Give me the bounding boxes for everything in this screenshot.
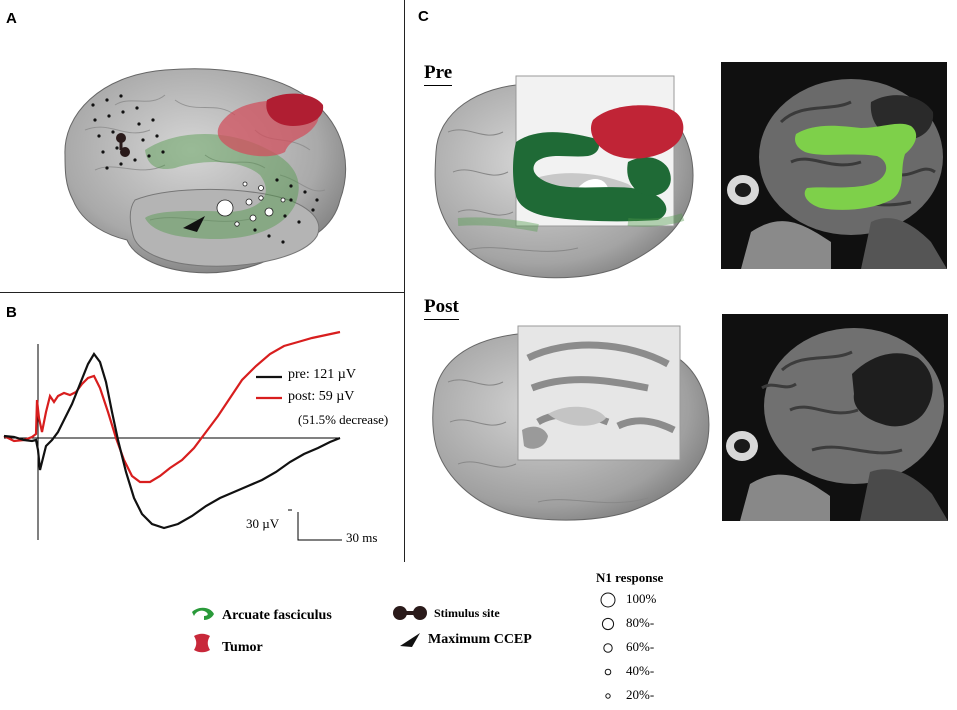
pre-mri-tract-overlay — [795, 123, 917, 210]
post-mri-image — [722, 314, 948, 521]
n1-level-label: 100% — [626, 591, 657, 606]
n1-response-title: N1 response — [596, 570, 664, 585]
n1-response-circles — [216, 181, 286, 227]
n1-level-label: 20%- — [626, 687, 655, 702]
arcuate-fasciculus-overlay — [145, 133, 299, 240]
post-3d-brain-image — [432, 325, 710, 521]
n1-level-circle — [603, 643, 613, 653]
tumor-core — [266, 93, 324, 126]
scale-bar — [297, 512, 342, 541]
vertical-divider — [404, 0, 405, 562]
n1-level-circle — [600, 592, 616, 608]
maximum-ccep-icon — [400, 633, 420, 647]
panel-label-a: A — [6, 10, 17, 27]
pre-tumor — [590, 105, 684, 159]
legend-arcuate-label: Arcuate fasciculus — [222, 608, 332, 623]
panel-label-b: B — [6, 304, 17, 321]
post-amplitude-label: post: 59 µV — [288, 389, 355, 404]
n1-level-label: 60%- — [626, 639, 655, 654]
tumor-icon — [194, 633, 210, 653]
scale-time-label: 30 ms — [346, 530, 378, 545]
n1-level-label: 40%- — [626, 663, 655, 678]
electrode-grid — [91, 94, 319, 244]
arcuate-fasciculus-icon — [192, 607, 214, 620]
post-resection-cavity — [852, 353, 933, 427]
legend-ccep-label: Maximum CCEP — [428, 632, 532, 647]
pre-3d-brain-image — [434, 75, 694, 279]
legend-stimulus-label: Stimulus site — [434, 606, 500, 620]
pre-mri-image — [721, 62, 947, 269]
panel-b-traces — [3, 330, 342, 541]
post-trace — [3, 330, 341, 484]
n1-level-circle — [601, 617, 615, 631]
panel-label-c: C — [418, 8, 429, 25]
pre-fiber-tract — [513, 132, 667, 222]
pre-trace — [3, 352, 341, 530]
maximum-ccep-arrowhead — [183, 216, 205, 232]
n1-level-circle — [604, 668, 612, 676]
legend-tumor-label: Tumor — [222, 640, 263, 655]
pre-amplitude-label: pre: 121 µV — [288, 367, 356, 382]
post-heading: Post — [424, 296, 459, 320]
scale-voltage-label: 30 µV — [246, 516, 280, 531]
n1-level-circle — [605, 693, 611, 699]
pre-heading: Pre — [424, 62, 453, 86]
stimulus-site-marker — [116, 133, 130, 157]
panel-a-brain-image — [64, 68, 347, 274]
stimulus-site-icon — [393, 606, 427, 620]
decrease-label: (51.5% decrease) — [298, 412, 389, 427]
horizontal-divider — [0, 292, 404, 293]
n1-level-label: 80%- — [626, 615, 655, 630]
